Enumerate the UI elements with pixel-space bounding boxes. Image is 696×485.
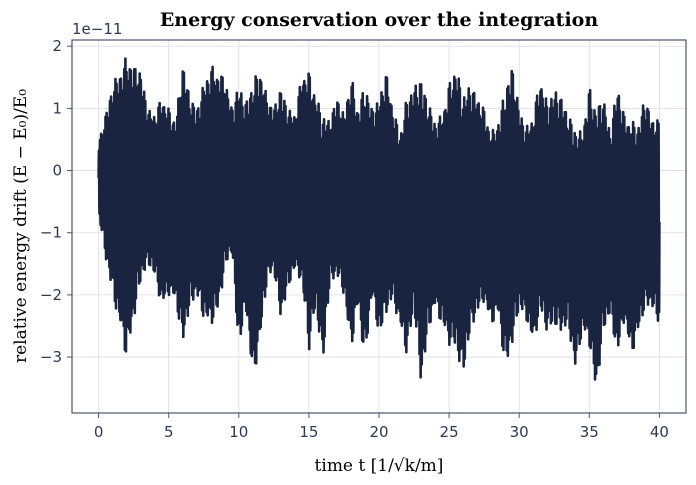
x-tick-label: 35 (580, 423, 599, 441)
y-tick-label: −2 (40, 286, 62, 304)
x-tick-label: 5 (164, 423, 174, 441)
y-axis: −3 −2 −1 0 1 2 (40, 37, 72, 366)
y-tick-label: −1 (40, 224, 62, 242)
x-tick-label: 20 (369, 423, 388, 441)
x-tick-label: 40 (650, 423, 669, 441)
x-tick-label: 10 (229, 423, 248, 441)
y-tick-label: 1 (52, 99, 62, 117)
x-axis: 0 5 10 15 20 25 30 35 40 (94, 413, 669, 441)
y-tick-label: 2 (52, 37, 62, 55)
x-tick-label: 25 (440, 423, 459, 441)
x-axis-label: time t [1/√k/m] (315, 456, 444, 476)
energy-drift-series-line (97, 57, 661, 381)
x-tick-label: 15 (299, 423, 318, 441)
plot-area (97, 57, 661, 381)
y-offset-label: 1e−11 (72, 20, 122, 38)
x-tick-label: 0 (94, 423, 104, 441)
x-tick-label: 30 (510, 423, 529, 441)
y-tick-label: −3 (40, 348, 62, 366)
y-axis-label: relative energy drift (E − E₀)/E₀ (11, 89, 31, 363)
y-tick-label: 0 (52, 162, 62, 180)
chart-title: Energy conservation over the integration (160, 9, 599, 31)
